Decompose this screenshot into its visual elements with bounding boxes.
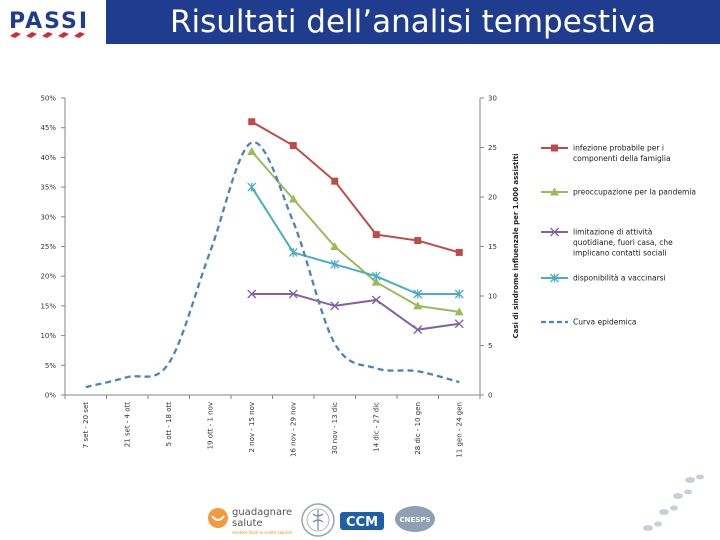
data-point bbox=[330, 301, 340, 311]
data-point bbox=[248, 118, 256, 126]
right-tick-label: 5 bbox=[488, 342, 492, 350]
series-line-curva-epidemica bbox=[85, 141, 460, 389]
legend-label: limitazione di attività quotidiane, fuori… bbox=[573, 228, 673, 258]
data-point bbox=[414, 237, 422, 245]
passi-logo: PASSI bbox=[9, 9, 89, 38]
x-tick-label: 14 dic - 27 dic bbox=[372, 402, 380, 452]
left-tick-label: 0% bbox=[45, 392, 56, 400]
data-point bbox=[288, 194, 298, 203]
data-point bbox=[371, 295, 381, 305]
data-point bbox=[454, 289, 464, 299]
data-point bbox=[288, 247, 298, 257]
header-bar bbox=[106, 0, 720, 44]
svg-text:PASSI: PASSI bbox=[9, 9, 89, 34]
data-point bbox=[330, 259, 340, 269]
data-point bbox=[288, 289, 298, 299]
chart-series bbox=[85, 118, 464, 389]
svg-text:guadagnare: guadagnare bbox=[232, 507, 292, 518]
left-tick-label: 15% bbox=[40, 302, 56, 310]
left-tick-label: 30% bbox=[40, 213, 56, 221]
x-tick-label: 19 ott - 1 nov bbox=[206, 402, 214, 449]
left-tick-label: 20% bbox=[40, 273, 56, 281]
cnesps-logo: CNESPS bbox=[395, 506, 435, 532]
series-line bbox=[251, 293, 460, 331]
legend-label: preoccupazione per la pandemia bbox=[573, 188, 696, 197]
x-tick-label: 16 nov - 29 nov bbox=[289, 402, 297, 457]
svg-text:CCM: CCM bbox=[346, 515, 378, 530]
right-tick-label: 30 bbox=[488, 95, 497, 103]
data-point bbox=[247, 182, 257, 192]
left-tick-label: 40% bbox=[40, 154, 56, 162]
guadagnare-salute-logo: guadagnare salute rendere facili le scel… bbox=[208, 507, 292, 535]
legend-item: Curva epidemica bbox=[541, 318, 636, 327]
data-point bbox=[550, 187, 559, 196]
data-point bbox=[455, 248, 463, 256]
data-point bbox=[371, 271, 381, 281]
data-point bbox=[330, 242, 340, 250]
x-tick-label: 11 gen - 24 gen bbox=[455, 402, 463, 458]
data-point bbox=[371, 277, 381, 286]
legend-item: limitazione di attività quotidiane, fuori… bbox=[541, 228, 673, 258]
data-point bbox=[550, 227, 559, 237]
data-point bbox=[247, 146, 257, 155]
left-tick-label: 50% bbox=[40, 95, 56, 103]
data-point bbox=[413, 325, 423, 335]
page-title: Risultati dell’analisi tempestiva bbox=[169, 4, 657, 40]
series-line bbox=[250, 150, 460, 313]
left-tick-label: 25% bbox=[40, 243, 56, 251]
data-point bbox=[372, 231, 380, 239]
svg-text:salute: salute bbox=[232, 518, 263, 529]
x-tick-label: 2 nov - 15 nov bbox=[248, 402, 256, 453]
x-tick-label: 28 dic - 10 gen bbox=[414, 402, 422, 455]
x-tick-label: 7 set - 20 set bbox=[82, 402, 90, 448]
x-tick-label: 30 nov - 13 dic bbox=[331, 402, 339, 454]
left-tick-label: 45% bbox=[40, 124, 56, 132]
left-tick-label: 10% bbox=[40, 332, 56, 340]
right-tick-label: 25 bbox=[488, 144, 497, 152]
right-tick-label: 10 bbox=[488, 293, 497, 301]
series-line bbox=[250, 186, 460, 296]
legend-item: disponibilità a vaccinarsi bbox=[541, 273, 666, 283]
data-point bbox=[247, 289, 257, 299]
svg-text:rendere facili le scelte salut: rendere facili le scelte salutari bbox=[232, 530, 292, 535]
data-point bbox=[413, 289, 423, 299]
data-point bbox=[289, 142, 297, 150]
chart-axes: 0% 5% 10% 15% 20% 25% 30% 35% 40% 45% 50% 0 5 10 15 20 2… bbox=[40, 95, 520, 458]
right-tick-label: 15 bbox=[488, 243, 497, 251]
footer-logos: guadagnare salute rendere facili le scel… bbox=[208, 503, 435, 537]
data-point bbox=[413, 301, 423, 310]
right-axis-title: Casi di sindrome influenzale per 1.000 a… bbox=[512, 153, 520, 338]
legend-label: infezione probabile per i componenti dell… bbox=[573, 144, 671, 164]
decorative-footprints bbox=[643, 474, 704, 531]
data-point bbox=[454, 307, 464, 316]
ccm-logo: CCM bbox=[340, 512, 384, 530]
left-tick-label: 5% bbox=[45, 362, 56, 370]
data-point bbox=[454, 319, 464, 329]
data-point bbox=[331, 177, 339, 185]
legend-label: disponibilità a vaccinarsi bbox=[573, 274, 666, 283]
right-tick-label: 20 bbox=[488, 194, 497, 202]
legend-item: infezione probabile per i componenti dell… bbox=[541, 144, 671, 164]
data-point bbox=[551, 144, 558, 152]
chart-legend: infezione probabile per i componenti dell… bbox=[541, 144, 696, 327]
svg-text:CNESPS: CNESPS bbox=[400, 516, 431, 524]
x-tick-label: 5 ott - 18 ott bbox=[165, 402, 173, 447]
x-tick-label: 21 set - 4 ott bbox=[123, 402, 131, 448]
series-line bbox=[251, 120, 460, 254]
header: PASSI Risultati dell’analisi tempestiva bbox=[0, 0, 720, 46]
iss-seal-logo bbox=[301, 503, 335, 537]
left-tick-label: 35% bbox=[40, 184, 56, 192]
right-tick-label: 0 bbox=[488, 392, 492, 400]
legend-item: preoccupazione per la pandemia bbox=[541, 187, 696, 197]
legend-label: Curva epidemica bbox=[573, 318, 636, 327]
data-point bbox=[550, 273, 559, 283]
